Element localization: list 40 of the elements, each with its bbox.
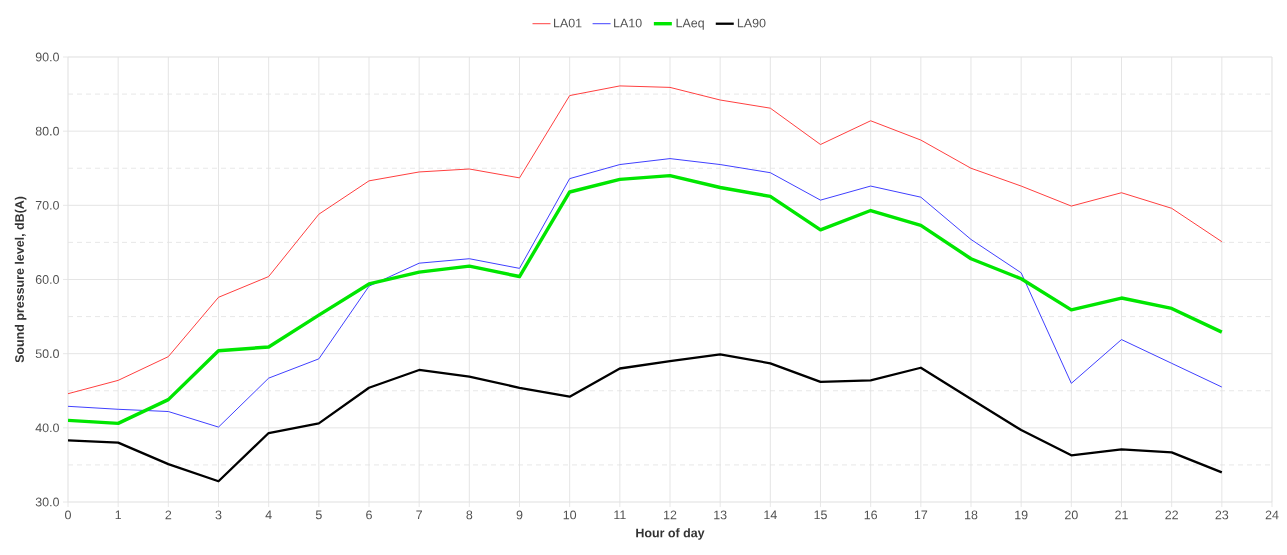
y-tick-label: 90.0	[35, 52, 59, 62]
x-tick-label: 0	[65, 510, 71, 520]
x-tick-label: 19	[1015, 510, 1028, 520]
y-tick-label: 60.0	[35, 275, 59, 284]
x-tick-label: 16	[864, 510, 878, 520]
y-tick-label: 40.0	[35, 423, 59, 433]
line-series	[68, 353, 1223, 483]
x-tick-label: 18	[965, 510, 978, 520]
x-tick-label: 6	[366, 510, 372, 520]
x-tick-label: 11	[614, 510, 626, 520]
x-tick-label: 15	[814, 510, 827, 520]
x-tick-label: 20	[1065, 510, 1078, 520]
x-tick-label: 21	[1115, 510, 1128, 520]
x-tick-label: 22	[1165, 510, 1178, 520]
x-tick-label: 14	[764, 510, 777, 520]
legend-label: LA01	[554, 18, 582, 28]
x-tick-label: 7	[416, 510, 422, 520]
x-tick-label: 8	[466, 510, 473, 520]
line-series	[68, 85, 1223, 395]
x-tick-label: 4	[265, 510, 272, 520]
x-tick-label: 9	[516, 510, 523, 520]
x-tick-label: 3	[215, 510, 222, 520]
x-tick-label: 12	[664, 510, 677, 520]
legend-label: LAeq	[676, 18, 704, 30]
x-tick-label: 13	[714, 510, 727, 520]
y-tick-label: 30.0	[35, 497, 59, 507]
y-tick-label: 80.0	[35, 126, 59, 136]
x-tick-label: 2	[165, 510, 172, 520]
x-tick-label: 10	[563, 510, 577, 520]
y-tick-label: 50.0	[35, 349, 59, 359]
x-tick-label: 24	[1265, 510, 1279, 520]
x-tick-label: 1	[115, 510, 122, 520]
legend-label: LA10	[614, 18, 642, 28]
legend-label: LA90	[737, 18, 766, 28]
x-tick-label: 17	[914, 510, 928, 520]
x-tick-label: 5	[315, 510, 322, 520]
x-tick-label: 23	[1215, 510, 1229, 520]
y-tick-label: 70.0	[35, 200, 59, 210]
y-axis-title: Sound pressure level, dB(A)	[14, 196, 27, 363]
x-axis-title: Hour of day	[636, 528, 705, 540]
